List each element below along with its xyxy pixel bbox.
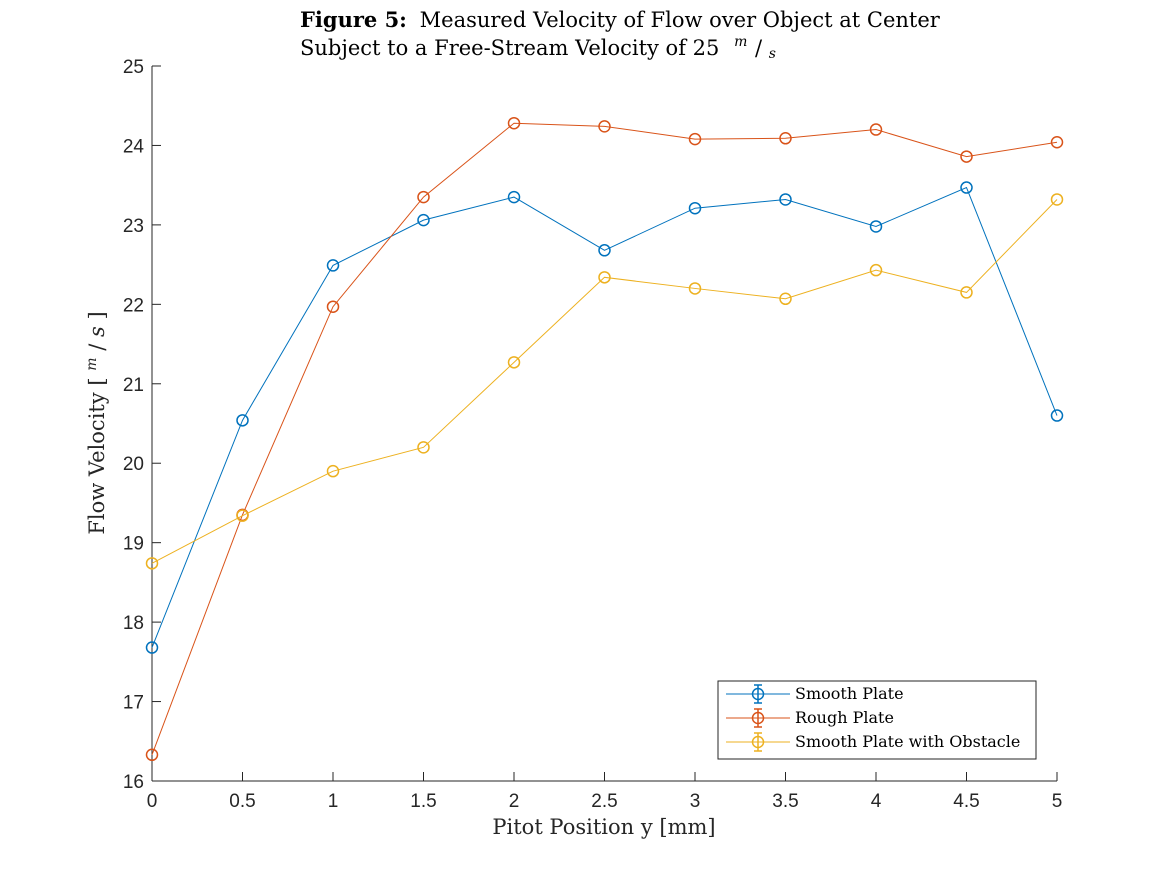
y-tick-label: 21 [123,375,144,396]
data-point [688,282,702,295]
title-line-2: Subject to a Free-Stream Velocity of 25 [300,36,719,60]
y-axis-unit-numerator: m [84,357,100,370]
x-tick-label: 3.5 [772,791,798,812]
x-tick-label: 0.5 [229,791,255,812]
legend-marker-swatch [751,711,765,725]
data-point [779,292,792,306]
data-point [960,286,973,299]
y-tick-label: 18 [123,613,144,634]
x-axis-ticks: 0 0.5 1 1.5 2 2.5 3 3.5 4 4.5 5 [147,772,1063,812]
data-point [417,213,430,227]
svg-text:Subject to a Free-Stream Veloc: Subject to a Free-Stream Velocity of 25 … [300,27,776,62]
y-tick-label: 17 [123,693,144,714]
data-point [145,641,159,654]
data-point [326,300,340,313]
legend-label: Smooth Plate with Obstacle [795,732,1020,751]
series-line [151,199,1058,564]
data-point [779,132,792,145]
y-tick-label: 19 [123,534,144,555]
x-axis-label: Pitot Position y [mm] [492,815,715,839]
x-tick-label: 1.5 [410,791,436,812]
legend-label: Rough Plate [795,708,894,727]
y-tick-label: 20 [123,454,144,475]
y-axis-label: Flow Velocity [ m / s ] [77,311,109,534]
data-point [960,150,973,163]
data-point [417,441,430,454]
y-tick-label: 25 [123,57,144,78]
x-tick-label: 3 [690,791,701,812]
title-figure-number: Figure 5: [300,7,407,32]
data-point [326,464,340,478]
y-tick-label: 24 [123,136,145,157]
data-point [779,193,792,206]
axes: 0 0.5 1 1.5 2 2.5 3 3.5 4 4.5 5 16 17 18 19 20 21 22 23 24… [123,57,1062,812]
data-point [236,414,249,427]
y-axis-unit-slash: / [85,343,109,351]
data-point [869,220,883,233]
data-point [326,259,340,272]
legend-item: Smooth Plate [726,684,904,704]
y-axis-label-text: Flow Velocity [ [85,377,109,534]
x-tick-label: 4 [871,791,882,812]
x-tick-label: 4.5 [953,791,979,812]
x-tick-label: 5 [1052,791,1063,812]
legend-item: Rough Plate [726,708,894,728]
y-axis-unit-denominator: s [85,326,109,337]
legend-label: Smooth Plate [795,684,904,703]
data-point [1050,409,1064,422]
data-point [688,201,702,215]
x-tick-label: 0 [147,791,158,812]
series-3 [145,193,1064,570]
data-point [145,557,159,570]
y-tick-label: 23 [123,216,144,237]
legend-marker-swatch [751,735,765,749]
data-point [507,116,521,130]
data-point [598,271,611,284]
data-point [598,120,611,133]
data-point [417,190,430,204]
data-point [507,356,521,369]
x-tick-label: 2.5 [591,791,617,812]
y-axis-ticks: 16 17 18 19 20 21 22 23 24 25 [123,57,161,793]
data-point [960,181,973,194]
title-line-1: Measured Velocity of Flow over Object at… [420,8,941,32]
x-tick-label: 2 [509,791,520,812]
data-point [507,190,521,204]
plot-series [145,116,1064,762]
legend-marker-swatch [751,687,765,701]
series-line [151,186,1058,648]
svg-text:Figure 5: Measured Veloc: Figure 5: Measured Velocity of Flow over… [300,7,941,32]
x-tick-label: 1 [328,791,339,812]
data-point [1050,136,1064,149]
title-unit-numerator: m [734,34,747,50]
series-2 [145,116,1064,762]
legend-item: Smooth Plate with Obstacle [726,732,1020,752]
data-point [1050,193,1064,206]
title-unit-slash: / [755,36,763,60]
series-line [151,122,1058,755]
data-point [869,263,883,277]
data-point [598,244,611,257]
data-point [236,509,249,522]
title-unit-denominator: s [769,46,776,62]
chart-title: Figure 5: Measured Velocity of Flow over… [300,7,941,62]
y-tick-label: 16 [123,772,144,793]
data-point [688,132,702,146]
data-point [145,748,159,762]
y-axis-label-close: ] [85,311,109,319]
data-point [869,123,883,136]
y-tick-label: 22 [123,295,144,316]
series-1 [145,181,1064,654]
legend: Smooth Plate Rough Plate Smooth Plate with… [717,680,1037,760]
